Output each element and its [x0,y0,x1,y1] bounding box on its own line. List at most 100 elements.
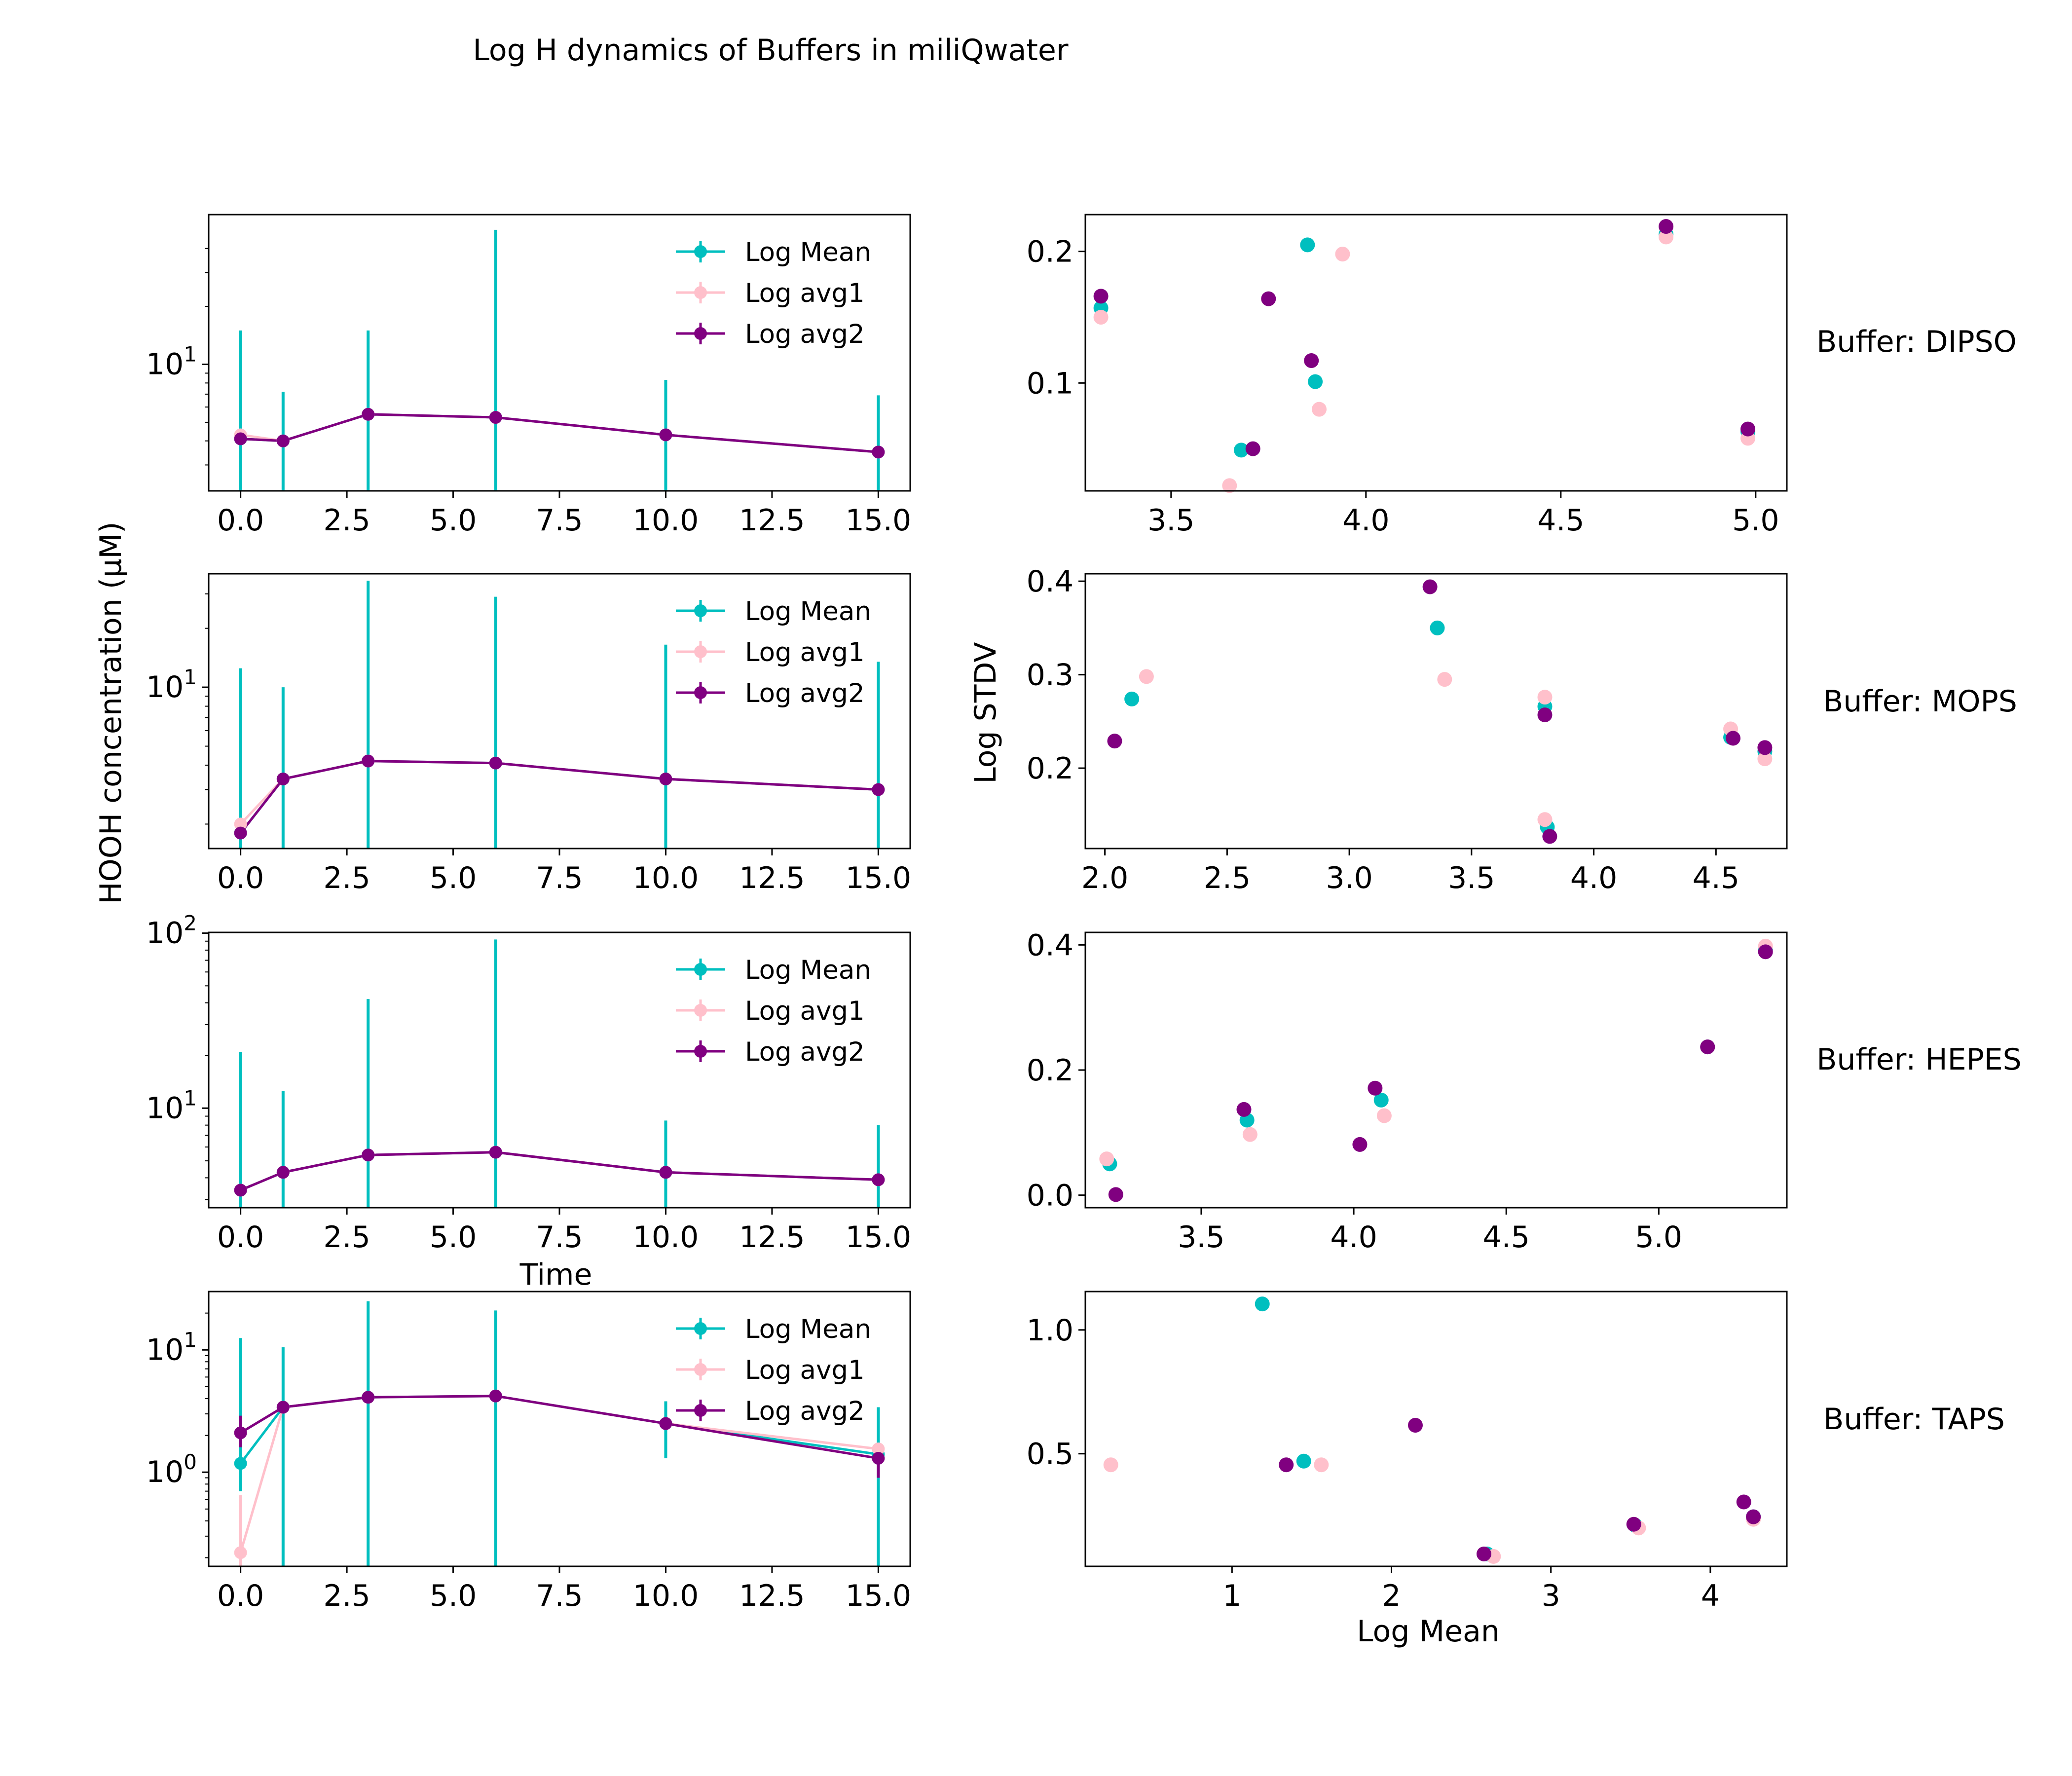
data-point [659,772,672,785]
x-tick-label: 2.0 [1081,861,1128,895]
legend-label: Log avg1 [745,278,865,308]
data-point [872,445,885,459]
time-panel-hepes-time: 0.0 2.5 5.0 7.5 10.0 12.5 15.0 101 102 Log Mean Lo… [146,911,911,1255]
scatter-point [1242,1127,1258,1142]
x-tick-label: 5.0 [430,861,477,895]
scatter-panel-taps-scatter: 1 2 3 4 0.5 1.0 Buffer: TAPS [1027,1291,2005,1613]
legend-marker [694,245,707,258]
time-panel-taps-time: 0.0 2.5 5.0 7.5 10.0 12.5 15.0 100 101 Log Mean Lo… [146,1291,912,1613]
y-tick-label: 0.1 [1027,366,1073,401]
legend-label: Log Mean [745,1314,871,1344]
series-line [240,1395,879,1460]
y-tick-label: 1.0 [1027,1313,1073,1348]
scatter-point [1103,1457,1118,1473]
x-tick-label: 5.0 [430,1220,477,1255]
data-point [234,826,247,840]
x-tick-label: 3.5 [1448,861,1495,895]
right-x-axis-label: Log Mean [1357,1614,1500,1649]
x-tick-label: 5.0 [430,503,477,538]
x-tick-label: 0.0 [217,1579,264,1613]
data-point [234,1184,247,1197]
x-tick-label: 4.5 [1482,1220,1529,1255]
scatter-point [1222,478,1237,493]
data-point [276,1166,290,1179]
x-tick-label: 15.0 [846,861,912,895]
buffer-label: Buffer: DIPSO [1816,325,2017,359]
scatter-panel-hepes-scatter: 3.5 4.0 4.5 5.0 0.0 0.2 0.4 Buffer: HEPES [1027,928,2022,1255]
data-point [234,1546,247,1559]
x-tick-label: 15.0 [846,1579,912,1613]
x-tick-label: 10.0 [633,503,699,538]
y-tick-label: 100 [146,1450,197,1489]
scatter-point [1626,1517,1641,1532]
scatter-point [1542,829,1557,844]
legend-marker [694,327,707,340]
scatter-point [1099,1151,1114,1167]
x-tick-label: 12.5 [739,503,805,538]
series-line [240,413,879,453]
scatter-point [1437,672,1452,687]
x-tick-label: 7.5 [536,503,583,538]
x-tick-label: 4.0 [1570,861,1617,895]
x-tick-label: 4 [1701,1579,1720,1613]
scatter-point [1279,1457,1294,1473]
x-tick-label: 1 [1222,1579,1241,1613]
scatter-point [1736,1494,1751,1510]
x-tick-label: 3.0 [1326,861,1372,895]
left-x-axis-label: Time [519,1258,592,1292]
x-tick-label: 4.5 [1693,861,1739,895]
legend-marker [694,286,707,299]
scatter-point [1537,812,1553,827]
data-point [276,1401,290,1414]
y-tick-label: 101 [146,1328,197,1367]
scatter-point [1314,1457,1329,1473]
scatter-point [1296,1453,1311,1469]
scatter-point [1108,1187,1123,1202]
legend-label: Log avg2 [745,1037,865,1067]
scatter-point [1352,1137,1368,1152]
time-panel-dipso-time: 0.0 2.5 5.0 7.5 10.0 12.5 15.0 101 Log Mean Log a… [146,214,911,538]
legend-marker [694,604,707,617]
x-tick-label: 12.5 [739,1220,805,1255]
scatter-point [1376,1108,1392,1123]
axes-frame [1084,573,1788,850]
data-point [234,817,247,831]
x-tick-label: 4.5 [1537,503,1584,538]
data-point [234,1426,247,1440]
x-tick-label: 10.0 [633,1220,699,1255]
time-panel-mops-time: 0.0 2.5 5.0 7.5 10.0 12.5 15.0 101 Log Mean Log a… [146,573,912,895]
x-tick-label: 7.5 [536,1579,583,1613]
legend-label: Log avg1 [745,1355,865,1385]
data-point [489,1389,502,1403]
scatter-point [1700,1039,1715,1055]
scatter-point [1407,1417,1423,1433]
data-point [276,772,290,785]
y-tick-label: 0.4 [1027,564,1073,599]
axes-frame [1084,214,1788,492]
data-point [489,1146,502,1159]
x-tick-label: 3 [1542,1579,1560,1613]
legend-marker [694,686,707,699]
legend-marker [694,963,707,976]
y-tick-label: 0.2 [1027,235,1073,269]
y-tick-label: 0.2 [1027,751,1073,786]
x-tick-label: 2.5 [323,1579,370,1613]
figure-title: Log H dynamics of Buffers in miliQwater [473,33,1068,68]
legend-label: Log Mean [745,237,871,267]
plot-area [234,581,885,849]
y-tick-label: 101 [146,1086,197,1125]
data-point [234,1457,247,1470]
x-tick-label: 12.5 [739,1579,805,1613]
x-tick-label: 5.0 [1635,1220,1682,1255]
right-y-axis-label: Log STDV [968,642,1003,783]
scatter-point [1107,734,1122,749]
buffer-label: Buffer: HEPES [1816,1042,2022,1077]
x-tick-label: 2.5 [1204,861,1251,895]
scatter-point [1335,247,1350,261]
x-tick-label: 2.5 [323,861,370,895]
scatter-point [1476,1546,1491,1561]
scatter-point [1725,731,1740,746]
x-tick-label: 10.0 [633,1579,699,1613]
legend-label: Log Mean [745,955,871,985]
